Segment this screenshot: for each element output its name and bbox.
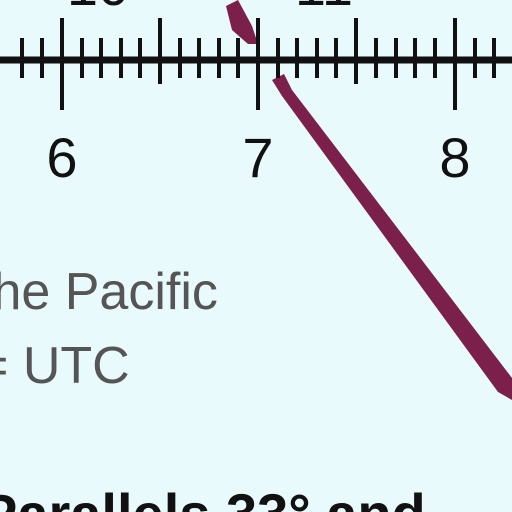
scale-number-8: 8 bbox=[439, 126, 471, 189]
route-line-lower bbox=[272, 74, 512, 400]
caption-line-2: = UTC bbox=[0, 337, 130, 395]
scale-number-7: 7 bbox=[242, 126, 274, 189]
parallels-label: Parallels 33° and bbox=[0, 482, 426, 512]
scale-number-top-right: 11 bbox=[284, 0, 364, 18]
scale-ticks bbox=[20, 18, 496, 110]
caption-line-1: the Pacific bbox=[0, 263, 218, 321]
scale-number-top-left: 10 bbox=[58, 0, 138, 18]
scale-number-6: 6 bbox=[46, 126, 78, 189]
route-line-upper bbox=[226, 0, 258, 44]
